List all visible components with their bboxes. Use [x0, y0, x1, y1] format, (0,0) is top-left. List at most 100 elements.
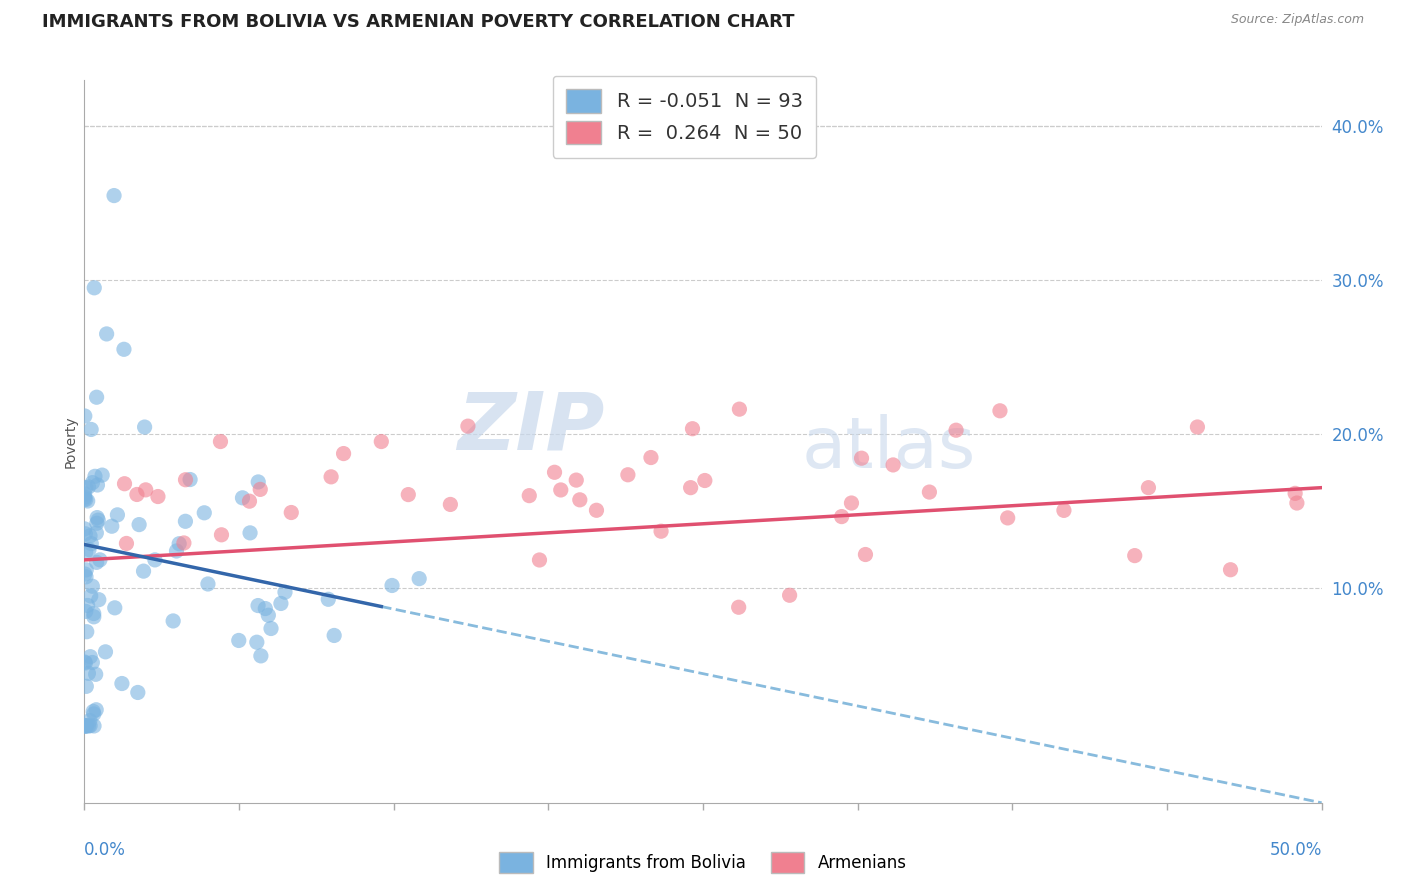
- Point: [254, 601, 277, 615]
- Point: [112, 343, 135, 357]
- Point: [316, 592, 339, 607]
- Point: [945, 423, 967, 437]
- Point: [77, 480, 100, 494]
- Point: [550, 483, 572, 497]
- Point: [75, 526, 97, 541]
- Point: [82, 705, 104, 719]
- Point: [84, 703, 107, 717]
- Point: [94, 645, 117, 659]
- Point: [173, 536, 195, 550]
- Point: [83, 281, 105, 295]
- Point: [80, 536, 103, 550]
- Point: [228, 633, 250, 648]
- Point: [855, 548, 877, 562]
- Point: [73, 655, 96, 669]
- Point: [231, 491, 253, 505]
- Point: [76, 599, 98, 613]
- Point: [73, 522, 96, 536]
- Point: [84, 667, 107, 681]
- Text: ZIP: ZIP: [457, 388, 605, 467]
- Point: [75, 545, 97, 559]
- Point: [727, 600, 749, 615]
- Point: [565, 473, 588, 487]
- Point: [179, 473, 201, 487]
- Point: [239, 525, 262, 540]
- Point: [73, 409, 96, 423]
- Point: [246, 635, 269, 649]
- Point: [75, 563, 97, 577]
- Point: [997, 511, 1019, 525]
- Point: [167, 537, 190, 551]
- Point: [728, 402, 751, 417]
- Point: [166, 544, 188, 558]
- Point: [76, 719, 98, 733]
- Text: 50.0%: 50.0%: [1270, 841, 1322, 859]
- Point: [103, 188, 125, 202]
- Point: [86, 555, 108, 569]
- Point: [174, 514, 197, 528]
- Point: [457, 419, 479, 434]
- Point: [408, 572, 430, 586]
- Point: [174, 473, 197, 487]
- Point: [132, 564, 155, 578]
- Point: [80, 589, 103, 603]
- Point: [1053, 503, 1076, 517]
- Point: [323, 628, 346, 642]
- Point: [87, 513, 110, 527]
- Point: [77, 542, 100, 557]
- Point: [381, 578, 404, 592]
- Point: [83, 706, 105, 721]
- Point: [370, 434, 392, 449]
- Point: [115, 536, 138, 550]
- Point: [87, 592, 110, 607]
- Point: [280, 506, 302, 520]
- Point: [250, 648, 273, 663]
- Point: [193, 506, 215, 520]
- Point: [682, 422, 704, 436]
- Point: [319, 470, 342, 484]
- Point: [77, 666, 100, 681]
- Point: [114, 476, 136, 491]
- Point: [79, 649, 101, 664]
- Point: [76, 494, 98, 508]
- Text: Source: ZipAtlas.com: Source: ZipAtlas.com: [1230, 13, 1364, 27]
- Legend: Immigrants from Bolivia, Armenians: Immigrants from Bolivia, Armenians: [492, 846, 914, 880]
- Point: [260, 622, 283, 636]
- Point: [585, 503, 607, 517]
- Point: [73, 491, 96, 506]
- Point: [73, 487, 96, 501]
- Point: [86, 516, 108, 531]
- Point: [125, 487, 148, 501]
- Point: [134, 420, 156, 434]
- Point: [146, 490, 169, 504]
- Text: IMMIGRANTS FROM BOLIVIA VS ARMENIAN POVERTY CORRELATION CHART: IMMIGRANTS FROM BOLIVIA VS ARMENIAN POVE…: [42, 13, 794, 31]
- Point: [96, 326, 118, 341]
- Point: [640, 450, 662, 465]
- Point: [1187, 420, 1209, 434]
- Point: [83, 609, 105, 624]
- Point: [75, 719, 97, 733]
- Point: [75, 656, 97, 670]
- Point: [73, 719, 96, 733]
- Point: [75, 719, 97, 733]
- Y-axis label: Poverty: Poverty: [63, 416, 77, 467]
- Point: [73, 567, 96, 582]
- Point: [197, 577, 219, 591]
- Point: [617, 467, 640, 482]
- Point: [529, 553, 551, 567]
- Point: [1219, 563, 1241, 577]
- Point: [82, 656, 104, 670]
- Point: [79, 719, 101, 733]
- Point: [882, 458, 904, 472]
- Point: [111, 676, 134, 690]
- Point: [79, 529, 101, 543]
- Point: [86, 525, 108, 540]
- Point: [517, 489, 540, 503]
- Point: [73, 490, 96, 504]
- Point: [83, 719, 105, 733]
- Point: [1285, 496, 1308, 510]
- Point: [918, 485, 941, 500]
- Point: [851, 451, 873, 466]
- Point: [831, 509, 853, 524]
- Point: [693, 474, 716, 488]
